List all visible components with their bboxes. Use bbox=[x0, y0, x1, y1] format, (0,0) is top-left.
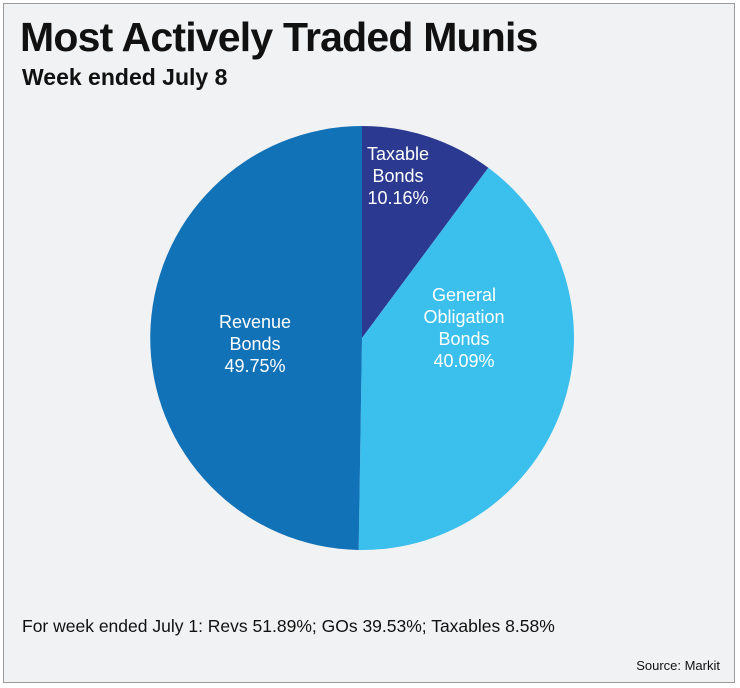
slice-name-label: Bonds bbox=[372, 166, 423, 186]
slice-name-label: Bonds bbox=[438, 329, 489, 349]
slice-name-label: General bbox=[432, 285, 496, 305]
slice-value-label: 10.16% bbox=[367, 188, 428, 208]
slice-value-label: 49.75% bbox=[224, 356, 285, 376]
slice-label-1: General Obligation Bonds 40.09% bbox=[423, 285, 504, 371]
pie-slices bbox=[150, 126, 574, 550]
footnote: For week ended July 1: Revs 51.89%; GOs … bbox=[22, 616, 555, 636]
slice-label-0: Taxable Bonds 10.16% bbox=[367, 144, 429, 208]
chart-frame: Most Actively Traded Munis Week ended Ju… bbox=[3, 3, 735, 683]
pie-labels: Taxable Bonds 10.16%General Obligation Bonds… bbox=[219, 144, 505, 376]
chart-subtitle: Week ended July 8 bbox=[22, 64, 228, 90]
slice-name-label: Revenue bbox=[219, 312, 291, 332]
pie-slice-0 bbox=[362, 126, 489, 338]
pie-slice-1 bbox=[358, 167, 574, 550]
slice-label-2: Revenue Bonds 49.75% bbox=[219, 312, 291, 376]
slice-name-label: Obligation bbox=[423, 307, 504, 327]
chart-title: Most Actively Traded Munis bbox=[20, 14, 538, 60]
slice-name-label: Bonds bbox=[229, 334, 280, 354]
slice-name-label: Taxable bbox=[367, 144, 429, 164]
slice-value-label: 40.09% bbox=[433, 351, 494, 371]
source-note: Source: Markit bbox=[636, 658, 720, 673]
pie-slice-2 bbox=[150, 126, 362, 550]
